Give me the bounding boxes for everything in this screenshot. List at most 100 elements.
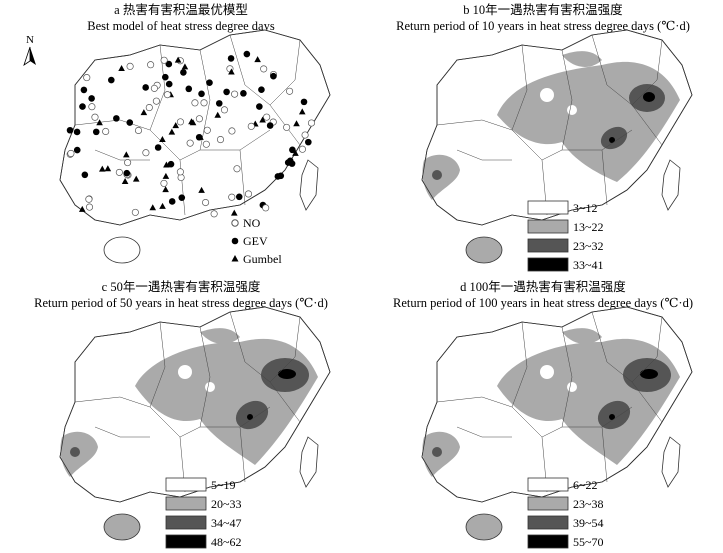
station-gev (180, 69, 187, 76)
station-gev (178, 194, 186, 201)
station-no (124, 159, 132, 167)
zone (540, 365, 554, 379)
legend-symbol (231, 255, 239, 262)
station-gev (167, 160, 175, 168)
panel-subtitle: Return period of 50 years in heat stress… (34, 296, 328, 310)
station-gev (162, 73, 169, 81)
station-gumbel (181, 63, 189, 70)
panel-subtitle: Best model of heat stress degree days (87, 19, 275, 33)
station-gumbel (104, 165, 112, 172)
station-gumbel (259, 116, 266, 123)
station-gev (223, 88, 230, 96)
station-no (307, 119, 316, 127)
island (299, 159, 319, 211)
zone (178, 365, 192, 379)
station-gev (73, 146, 81, 154)
zone (278, 369, 296, 379)
panel-title: d 100年一遇热害有害积温强度 (460, 279, 626, 294)
legend-label: 23~32 (573, 239, 604, 253)
legend-label: 5~19 (211, 478, 236, 492)
station-no (286, 87, 294, 95)
station-gev (243, 50, 251, 58)
station-gev (235, 193, 243, 201)
station-gev (154, 144, 162, 151)
station-no (191, 99, 199, 107)
station-gumbel (172, 122, 180, 129)
station-no (228, 127, 236, 135)
station-no (85, 203, 94, 211)
station-gev (92, 128, 100, 136)
station-gev (274, 173, 282, 180)
panels: a 热害有害积温最优模型 Best model of heat stress de… (34, 2, 693, 549)
map (59, 306, 331, 541)
station-gumbel (254, 56, 261, 63)
station-gumbel (99, 165, 106, 172)
legend-label: 48~62 (211, 535, 242, 549)
station-gumbel (214, 111, 222, 118)
map (59, 29, 331, 264)
station-gumbel (162, 186, 169, 193)
station-no (131, 208, 139, 216)
station-gev (165, 60, 173, 68)
panel-title: c 50年一遇热害有害积温强度 (102, 279, 261, 294)
station-no (91, 113, 99, 121)
zone (562, 51, 602, 67)
legend-symbol (231, 219, 239, 227)
station-gumbel (162, 172, 170, 179)
station-no (298, 145, 307, 153)
station-gumbel (78, 205, 86, 212)
station-gev (81, 171, 89, 179)
station-gev (126, 119, 134, 126)
station-gumbel (123, 151, 130, 158)
station-gev (80, 86, 88, 94)
north-label: N (26, 34, 34, 46)
station-no (195, 115, 203, 123)
station-no (216, 136, 225, 144)
station-gumbel (228, 68, 235, 75)
map (421, 29, 693, 264)
station-gumbel (149, 204, 157, 211)
north-arrow-half (23, 46, 31, 66)
north-arrow: N (23, 34, 36, 66)
legend-label: 34~47 (211, 516, 242, 530)
station-no (115, 168, 123, 176)
station-gev (258, 86, 265, 94)
station-no (147, 61, 155, 69)
station-gev (266, 122, 274, 129)
legend-label: GEV (243, 234, 268, 248)
map (421, 306, 693, 541)
panel-subtitle: Return period of 10 years in heat stress… (396, 19, 690, 33)
legend-label: 33~41 (573, 258, 604, 272)
panel-title: b 10年一遇热害有害积温强度 (463, 2, 623, 17)
legend-label: 3~12 (573, 201, 598, 215)
station-no (126, 62, 134, 70)
zone (567, 382, 577, 392)
station-gumbel (121, 178, 129, 185)
station-gev (66, 126, 74, 134)
station-no (142, 149, 150, 157)
island (465, 236, 503, 264)
legend-swatch (165, 515, 207, 530)
zone (247, 414, 253, 420)
island (103, 513, 141, 541)
zone (200, 328, 240, 344)
station-no (247, 122, 255, 130)
station-no (283, 123, 291, 131)
station-no (210, 210, 218, 218)
station-no (262, 204, 270, 212)
station-gumbel (118, 64, 125, 71)
station-no (163, 91, 171, 99)
station-no (203, 126, 211, 134)
legend-swatch (165, 496, 207, 511)
station-gumbel (189, 119, 197, 126)
island (661, 436, 681, 488)
legend-swatch (527, 496, 569, 511)
legend-label: 23~38 (573, 497, 604, 511)
map-panel: b 10年一遇热害有害积温强度 Return period of 10 years… (396, 2, 693, 272)
station-gev (206, 79, 213, 86)
station-gev (198, 90, 205, 98)
station-gev (215, 100, 223, 107)
station-gumbel (159, 202, 166, 209)
station-no (152, 97, 160, 105)
island (661, 159, 681, 211)
